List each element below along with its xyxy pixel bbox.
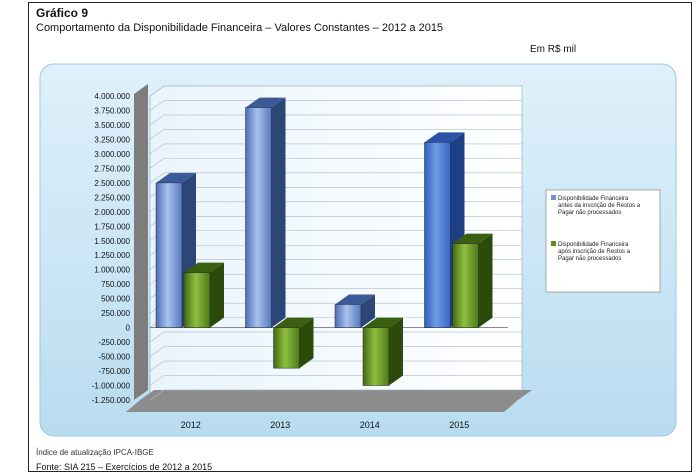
grid-line-depth xyxy=(149,100,165,111)
grid-line-depth xyxy=(149,360,165,372)
index-note: Índice de atualização IPCA-IBGE xyxy=(36,448,154,457)
bar-after-2014 xyxy=(362,317,403,386)
y-tick-label: 1.000.000 xyxy=(94,266,130,275)
y-tick-label: 0 xyxy=(126,324,131,333)
y-tick-label: 750.000 xyxy=(101,280,130,289)
grid-line-depth xyxy=(149,346,165,357)
legend: Disponibilidade Financeira antes da inscr… xyxy=(545,189,661,293)
bar-after-2013 xyxy=(273,317,314,369)
grid-line-depth xyxy=(149,172,165,184)
y-tick-label: 250.000 xyxy=(101,309,130,318)
y-tick-label: 2.000.000 xyxy=(94,208,130,217)
y-tick-label: -500.000 xyxy=(98,353,130,362)
source-note: Fonte: SIA 215 – Exercícios de 2012 a 20… xyxy=(36,462,213,472)
unit-label: Em R$ mil xyxy=(530,44,577,55)
floor xyxy=(126,390,532,412)
bars xyxy=(155,97,493,386)
x-tick-label-2012: 2012 xyxy=(181,420,201,430)
legend-label-0: Disponibilidade Financeira antes da inscr… xyxy=(558,196,641,216)
y-tick-label: 3.000.000 xyxy=(94,150,130,159)
bar-before-2013 xyxy=(245,97,286,328)
y-tick-label: 1.250.000 xyxy=(94,251,130,260)
legend-label-1: Disponibilidade Financeira após inscrição… xyxy=(558,242,631,262)
side-wall xyxy=(134,84,148,400)
grid-line-depth xyxy=(149,158,165,169)
grid-line-depth xyxy=(149,143,165,155)
legend-swatch-1 xyxy=(551,241,556,246)
y-axis: 4.000.000 3.750.000 3.500.000 3.250.000 3.00… xyxy=(92,92,131,405)
grid-line-depth xyxy=(149,114,165,126)
grid-line-depth xyxy=(149,85,165,97)
x-tick-label-2015: 2015 xyxy=(449,420,469,430)
bar-before-2014 xyxy=(334,294,375,328)
y-tick-label: 2.750.000 xyxy=(94,164,130,173)
figure-frame xyxy=(28,2,692,472)
x-tick-label-2013: 2013 xyxy=(270,420,290,430)
y-tick-label: 500.000 xyxy=(101,295,130,304)
y-tick-label: 2.500.000 xyxy=(94,179,130,188)
y-tick-label: 2.250.000 xyxy=(94,193,130,202)
legend-box xyxy=(545,189,661,293)
legend-swatch-0 xyxy=(551,195,556,200)
figure-subtitle: Comportamento da Disponibilidade Finance… xyxy=(36,22,444,34)
bar-after-2015 xyxy=(452,233,493,328)
grid-line-depth xyxy=(149,375,165,386)
y-tick-label: -750.000 xyxy=(98,367,130,376)
x-tick-label-2014: 2014 xyxy=(360,420,380,430)
y-tick-label: 4.000.000 xyxy=(94,92,130,101)
y-tick-label: -1.000.000 xyxy=(92,382,131,391)
y-tick-label: -1.250.000 xyxy=(92,396,131,405)
y-tick-label: 1.500.000 xyxy=(94,237,130,246)
grid-line-depth xyxy=(149,129,165,140)
grid-line-depth xyxy=(149,331,165,343)
y-tick-label: 3.250.000 xyxy=(94,135,130,144)
bar-after-2012 xyxy=(183,262,224,328)
grid-line-depth xyxy=(149,389,165,401)
figure-title: Gráfico 9 xyxy=(36,6,89,20)
y-tick-label: -250.000 xyxy=(98,338,130,347)
y-tick-label: 3.500.000 xyxy=(94,121,130,130)
y-tick-label: 3.750.000 xyxy=(94,106,130,115)
y-tick-label: 1.750.000 xyxy=(94,222,130,231)
x-axis: 2012 2013 2014 2015 xyxy=(181,420,470,430)
